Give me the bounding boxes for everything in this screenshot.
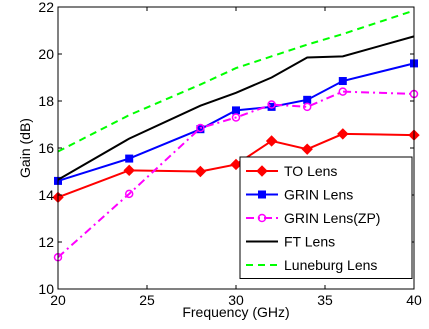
legend-luneburg-lens: Luneburg Lens bbox=[246, 257, 377, 273]
y-tick-label: 12 bbox=[38, 234, 54, 250]
legend-grin-lens-label: GRIN Lens bbox=[284, 187, 353, 203]
series-grin-lens-zp-point bbox=[338, 87, 348, 96]
legend-to-lens: TO Lens bbox=[246, 163, 337, 179]
y-tick-label: 20 bbox=[38, 46, 54, 62]
legend: TO Lens GRIN Lens GRIN Lens(ZP) FT Lens Lune… bbox=[239, 156, 413, 279]
x-tick-label: 40 bbox=[406, 292, 422, 308]
y-tick-label: 10 bbox=[38, 281, 54, 297]
series-to-lens-point bbox=[194, 165, 207, 178]
x-axis-title: Frequency (GHz) bbox=[182, 304, 289, 320]
series-grin-lens-point bbox=[338, 77, 347, 86]
x-tick-label: 30 bbox=[228, 292, 244, 308]
y-axis-title: Gain (dB) bbox=[17, 118, 33, 178]
series-ft-lens bbox=[57, 35, 415, 181]
series-grin-lens-zp-point bbox=[302, 102, 312, 112]
legend-luneburg-lens-label: Luneburg Lens bbox=[284, 257, 377, 273]
legend-grin-lens-zp: GRIN Lens(ZP) bbox=[246, 210, 380, 226]
series-ft-lens-line bbox=[57, 35, 415, 181]
y-tick-label: 22 bbox=[38, 0, 54, 15]
y-tick-label: 18 bbox=[38, 93, 54, 109]
series-grin-lens-zp-point bbox=[231, 113, 241, 122]
legend-to-lens-point bbox=[256, 165, 268, 177]
series-to-lens-point bbox=[301, 143, 313, 155]
series-grin-lens-point bbox=[303, 95, 312, 104]
series-to-lens-point bbox=[230, 158, 242, 171]
series-grin-lens-line bbox=[57, 62, 415, 182]
legend-grin-lens-zp-label: GRIN Lens(ZP) bbox=[284, 210, 380, 226]
legend-ft-lens: FT Lens bbox=[246, 234, 335, 250]
legend-ft-lens-label: FT Lens bbox=[284, 234, 335, 250]
legend-grin-lens: GRIN Lens bbox=[246, 187, 353, 203]
series-luneburg-lens-line bbox=[57, 9, 415, 153]
legend-to-lens-label: TO Lens bbox=[284, 163, 337, 179]
series-to-lens-point bbox=[265, 135, 278, 147]
series-grin-lens-zp-point bbox=[196, 123, 205, 133]
y-tick-label: 16 bbox=[38, 140, 54, 156]
series-to-lens-point bbox=[337, 128, 349, 140]
axes-layer: 20 25 30 35 40 10 12 14 16 18 20 22 bbox=[38, 0, 422, 308]
legend-grin-lens-zp-point bbox=[257, 213, 267, 223]
series-luneburg-lens bbox=[57, 9, 415, 153]
series-grin-lens-zp-point bbox=[124, 189, 134, 199]
x-tick-label: 35 bbox=[317, 292, 333, 308]
series-grin-lens-point bbox=[125, 154, 134, 163]
x-tick-label: 25 bbox=[139, 292, 155, 308]
series-grin-lens-zp-point bbox=[267, 100, 276, 109]
series-to-lens-line bbox=[57, 132, 415, 199]
legend-grin-lens-point bbox=[258, 190, 266, 199]
x-tick-label: 20 bbox=[50, 292, 66, 308]
series-grin-lens-point bbox=[232, 106, 240, 115]
series-grin-lens-zp-line bbox=[57, 90, 415, 259]
y-tick-label: 14 bbox=[38, 187, 54, 203]
series-to-lens-point bbox=[123, 164, 135, 177]
